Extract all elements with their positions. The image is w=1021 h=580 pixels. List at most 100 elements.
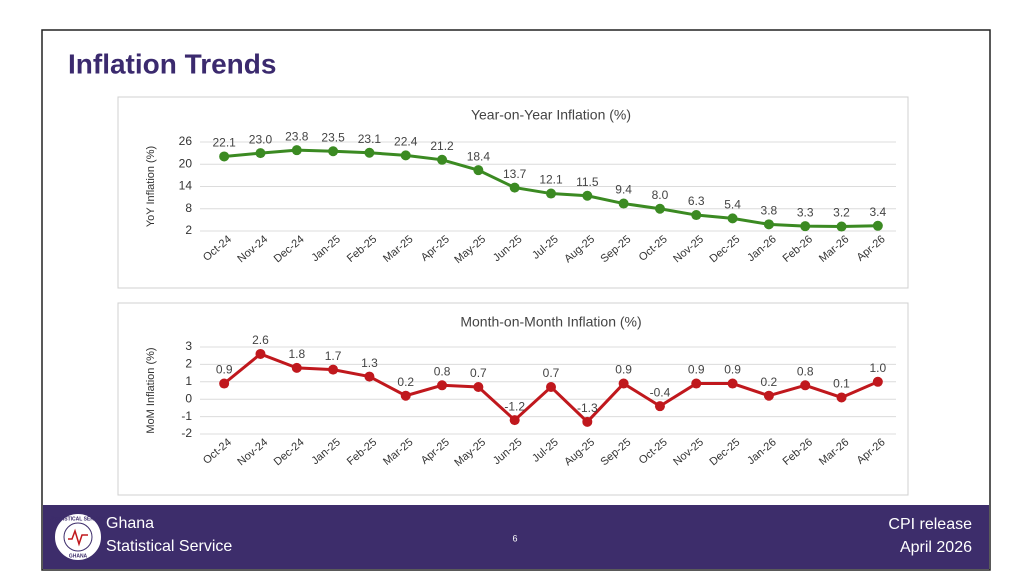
- data-point: [255, 148, 266, 159]
- data-label: 0.7: [543, 366, 560, 380]
- data-label: 3.3: [797, 205, 814, 219]
- data-point: [364, 147, 375, 158]
- data-label: 3.4: [869, 205, 886, 219]
- page-number: 6: [512, 533, 517, 543]
- chart-frame: [117, 96, 909, 289]
- y-tick-label: 2: [185, 223, 192, 237]
- data-label: 3.2: [833, 206, 850, 220]
- data-point: [654, 401, 665, 412]
- data-point: [509, 415, 520, 426]
- y-tick-label: 2: [185, 357, 192, 371]
- y-tick-label: -2: [181, 426, 192, 440]
- y-tick-label: -1: [181, 409, 192, 423]
- data-point: [437, 154, 448, 165]
- data-point: [473, 165, 484, 176]
- data-point: [546, 382, 556, 393]
- data-point: [582, 416, 593, 427]
- data-label: 0.9: [216, 363, 233, 377]
- data-label: 0.2: [397, 375, 414, 389]
- data-point: [509, 182, 520, 193]
- data-label: 0.7: [470, 366, 487, 380]
- data-point: [763, 219, 774, 230]
- data-point: [291, 362, 302, 373]
- data-label: 23.8: [285, 129, 309, 143]
- data-point: [872, 220, 883, 231]
- data-label: 5.4: [724, 198, 741, 212]
- data-point: [400, 150, 411, 161]
- y-tick-label: 14: [179, 179, 193, 193]
- data-label: 22.1: [212, 136, 236, 150]
- data-label: 1.7: [325, 349, 342, 363]
- data-label: 12.1: [539, 173, 563, 187]
- data-point: [328, 364, 339, 375]
- footer-band: [43, 505, 989, 569]
- data-point: [872, 376, 883, 387]
- logo-ring-text: STATISTICAL SERVICE: [51, 516, 107, 522]
- data-label: 3.8: [761, 203, 778, 217]
- chart-title: Year-on-Year Inflation (%): [471, 107, 631, 123]
- data-label: 8.0: [652, 188, 669, 202]
- y-tick-label: 0: [185, 391, 192, 405]
- data-label: 9.4: [615, 183, 632, 197]
- slide-title: Inflation Trends: [68, 48, 276, 79]
- data-point: [364, 371, 375, 382]
- y-tick-label: 26: [179, 134, 193, 148]
- data-label: 0.2: [761, 375, 778, 389]
- logo-circle: [53, 512, 103, 562]
- data-point: [618, 378, 629, 389]
- org-name: Statistical Service: [106, 538, 232, 555]
- data-point: [727, 213, 738, 224]
- data-label: 0.9: [724, 363, 741, 377]
- data-label: 0.8: [797, 364, 814, 378]
- data-label: 1.0: [869, 361, 886, 375]
- data-label: 0.8: [434, 364, 451, 378]
- data-label: 11.5: [576, 175, 599, 189]
- data-point: [691, 378, 702, 389]
- data-point: [800, 221, 811, 232]
- data-label: -1.3: [577, 401, 598, 415]
- org-name: Ghana: [106, 515, 154, 532]
- data-point: [437, 380, 448, 391]
- data-point: [291, 145, 302, 156]
- data-point: [255, 348, 266, 359]
- data-point: [763, 390, 774, 401]
- logo: STATISTICAL SERVICE GHANA: [51, 512, 107, 562]
- data-label: 0.1: [833, 377, 850, 391]
- data-point: [836, 392, 847, 403]
- logo-bottom-text: GHANA: [69, 553, 88, 559]
- logo-inner: [63, 522, 93, 552]
- y-tick-label: 1: [185, 374, 192, 388]
- release-date: April 2026: [900, 539, 972, 556]
- y-tick-label: 8: [185, 201, 192, 215]
- data-point: [400, 390, 411, 401]
- data-label: -1.2: [504, 399, 525, 413]
- data-point: [219, 378, 230, 389]
- data-point: [582, 190, 593, 201]
- chart-title: Month-on-Month Inflation (%): [460, 314, 641, 330]
- data-label: 22.4: [394, 135, 418, 149]
- data-point: [219, 151, 230, 162]
- data-point: [654, 203, 665, 214]
- data-point: [691, 210, 702, 221]
- y-tick-label: 3: [185, 339, 192, 353]
- data-label: 23.5: [321, 130, 345, 144]
- data-point: [727, 378, 738, 389]
- data-point: [800, 380, 811, 391]
- data-label: 2.6: [252, 333, 269, 347]
- data-point: [328, 146, 339, 157]
- data-label: 18.4: [467, 149, 491, 163]
- data-label: 1.3: [361, 356, 378, 370]
- data-label: 23.1: [358, 132, 382, 146]
- y-tick-label: 20: [179, 156, 193, 170]
- data-label: 6.3: [688, 194, 705, 208]
- logo-pulse: [68, 528, 88, 547]
- data-label: 21.2: [430, 139, 454, 153]
- y-axis-title: YoY Inflation (%): [145, 146, 157, 227]
- data-label: 13.7: [503, 167, 527, 181]
- data-point: [473, 382, 484, 393]
- data-point: [546, 188, 556, 199]
- data-label: 23.0: [249, 132, 273, 146]
- release-label: CPI release: [888, 516, 972, 533]
